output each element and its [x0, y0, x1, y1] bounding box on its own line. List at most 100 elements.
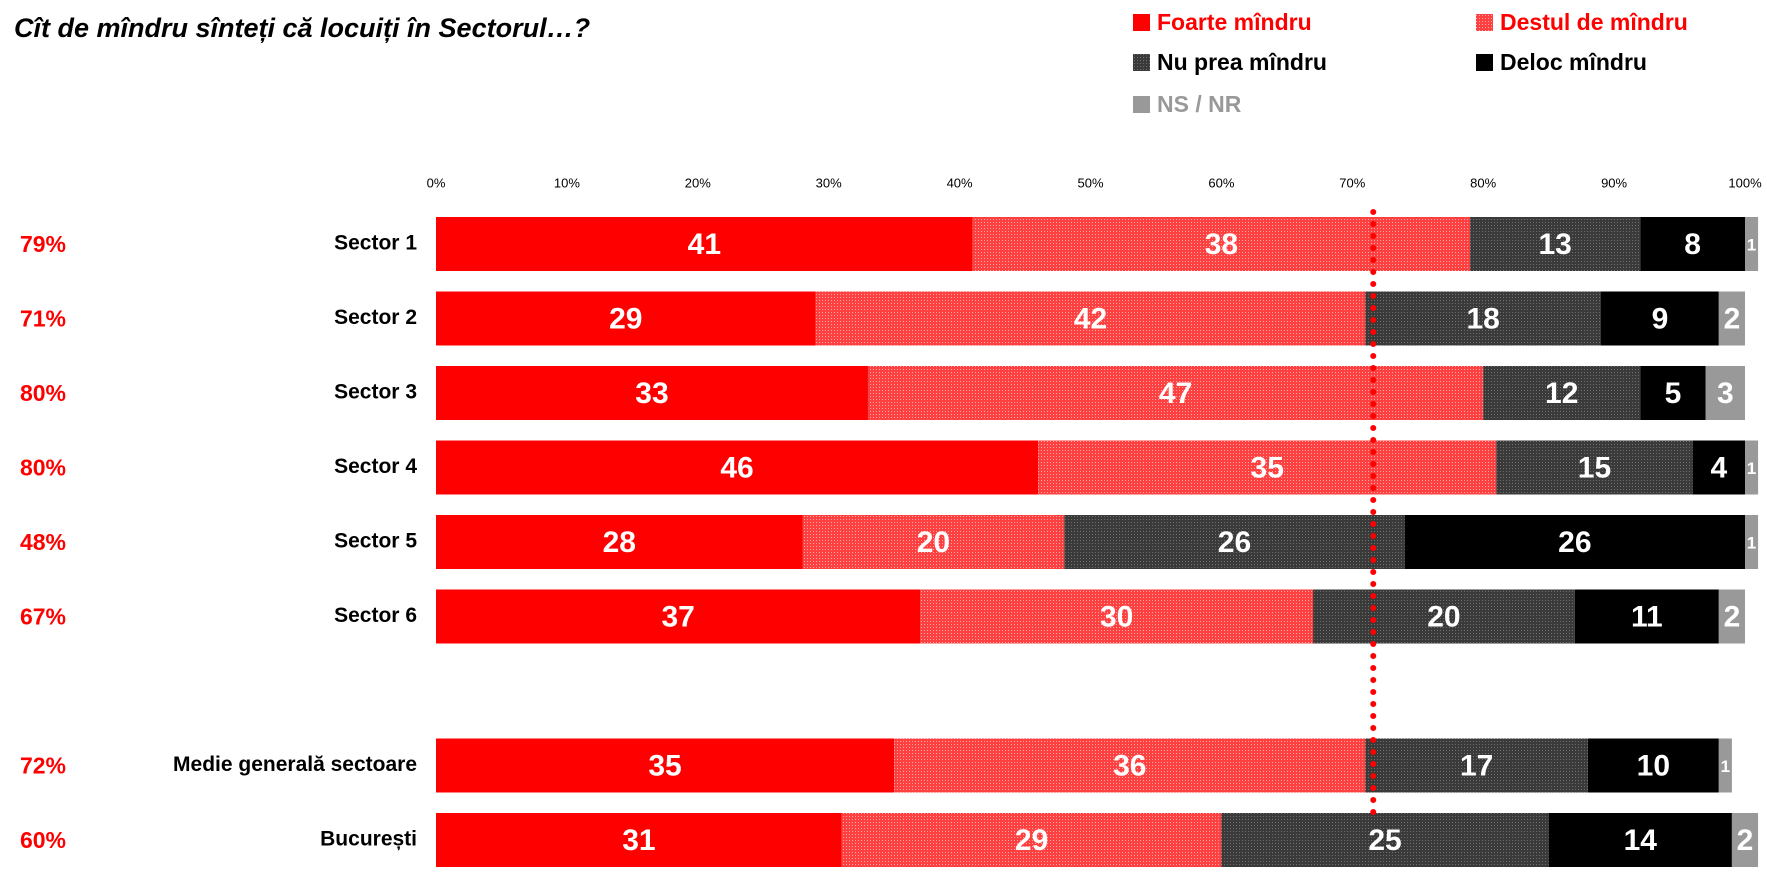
bar-segment: [436, 813, 842, 867]
value-label: 33: [635, 377, 668, 410]
x-tick-label: 100%: [1728, 175, 1762, 190]
bar-segment: [1640, 366, 1706, 420]
bar-segment: [1313, 589, 1575, 644]
value-label: 14: [1624, 824, 1658, 857]
bar-segment: [1731, 813, 1759, 867]
legend-label: Destul de mîndru: [1500, 9, 1688, 35]
value-label: 25: [1368, 824, 1401, 857]
bar-segment: [841, 813, 1222, 867]
value-label: 10: [1637, 749, 1670, 782]
x-tick-label: 40%: [947, 175, 973, 190]
bar-segment: [920, 589, 1314, 644]
legend-swatch: [1133, 54, 1150, 71]
category-label: Medie generală sectoare: [173, 753, 417, 776]
legend-label: Foarte mîndru: [1157, 9, 1312, 35]
value-label: 26: [1218, 526, 1251, 559]
bar-segment: [1745, 440, 1759, 495]
bar-segment: [1470, 217, 1641, 271]
x-tick-label: 80%: [1470, 175, 1496, 190]
bar-segment: [1574, 589, 1719, 644]
value-label: 29: [609, 302, 642, 335]
category-label: Sector 5: [334, 530, 417, 553]
bar-segment: [436, 589, 921, 644]
bar-segment: [1365, 291, 1602, 346]
total-label: 80%: [20, 380, 66, 406]
value-label: 20: [1427, 600, 1460, 633]
bar-segment: [1496, 440, 1693, 495]
x-tick-label: 10%: [554, 175, 580, 190]
value-label: 47: [1159, 377, 1192, 410]
x-tick-label: 30%: [816, 175, 842, 190]
value-label: 4: [1710, 451, 1727, 484]
value-label: 15: [1578, 451, 1611, 484]
value-label: 35: [1251, 451, 1284, 484]
value-label: 38: [1205, 228, 1238, 261]
value-label: 28: [603, 526, 636, 559]
chart-title: Cît de mîndru sînteți că locuiți în Sect…: [14, 13, 590, 43]
bar-segment: [1718, 291, 1745, 346]
value-label: 1: [1747, 235, 1756, 254]
x-tick-label: 50%: [1077, 175, 1103, 190]
total-label: 79%: [20, 231, 66, 257]
x-tick-label: 0%: [427, 175, 446, 190]
value-label: 11: [1631, 600, 1663, 633]
bar-segment: [894, 738, 1366, 793]
total-label: 60%: [20, 827, 66, 853]
value-label: 1: [1721, 757, 1730, 776]
bar-segment: [436, 738, 895, 793]
bar-segment: [1601, 291, 1719, 346]
value-label: 8: [1684, 228, 1701, 261]
bar-segment: [972, 217, 1471, 271]
bar-segment: [1745, 217, 1759, 271]
value-label: 46: [720, 451, 753, 484]
bar-segment: [436, 366, 868, 420]
legend-swatch: [1133, 14, 1150, 31]
value-label: 36: [1113, 749, 1146, 782]
bar-segment: [1640, 217, 1745, 271]
x-tick-label: 90%: [1601, 175, 1627, 190]
bar-segment: [1587, 738, 1719, 793]
total-label: 48%: [20, 529, 66, 555]
bar-segment: [1404, 515, 1745, 569]
value-label: 18: [1467, 302, 1500, 335]
value-label: 29: [1015, 824, 1048, 857]
x-tick-label: 60%: [1208, 175, 1234, 190]
value-label: 31: [622, 824, 655, 857]
bar-segment: [1365, 738, 1588, 793]
legend-label: Deloc mîndru: [1500, 49, 1647, 75]
bar-segment: [1548, 813, 1732, 867]
bar-segment: [802, 515, 1065, 569]
bar-segment: [1692, 440, 1745, 495]
value-label: 35: [648, 749, 681, 782]
x-tick-label: 20%: [685, 175, 711, 190]
value-label: 42: [1074, 302, 1107, 335]
total-label: 71%: [20, 306, 66, 332]
value-label: 20: [917, 526, 950, 559]
bar-segment: [815, 291, 1366, 346]
bar-segment: [1064, 515, 1405, 569]
bar-segment: [1705, 366, 1745, 420]
bar-segment: [436, 515, 803, 569]
category-label: Sector 1: [334, 232, 417, 255]
legend-label: Nu prea mîndru: [1157, 49, 1327, 75]
legend-swatch: [1133, 96, 1150, 113]
bar-segment: [436, 440, 1039, 495]
value-label: 1: [1747, 533, 1756, 552]
bar-segment: [1483, 366, 1641, 420]
total-label: 80%: [20, 455, 66, 481]
category-label: Sector 3: [334, 381, 417, 404]
category-label: Sector 2: [334, 306, 417, 329]
category-label: Sector 4: [334, 455, 417, 478]
category-label: Sector 6: [334, 604, 417, 627]
category-label: București: [320, 828, 417, 851]
bar-segment: [436, 217, 973, 271]
value-label: 5: [1665, 377, 1682, 410]
bar-segment: [867, 366, 1484, 420]
bar-segment: [1718, 589, 1745, 644]
legend-swatch: [1476, 54, 1493, 71]
bar-segment: [1038, 440, 1497, 495]
value-label: 41: [688, 228, 721, 261]
x-tick-label: 70%: [1339, 175, 1365, 190]
value-label: 37: [661, 600, 694, 633]
